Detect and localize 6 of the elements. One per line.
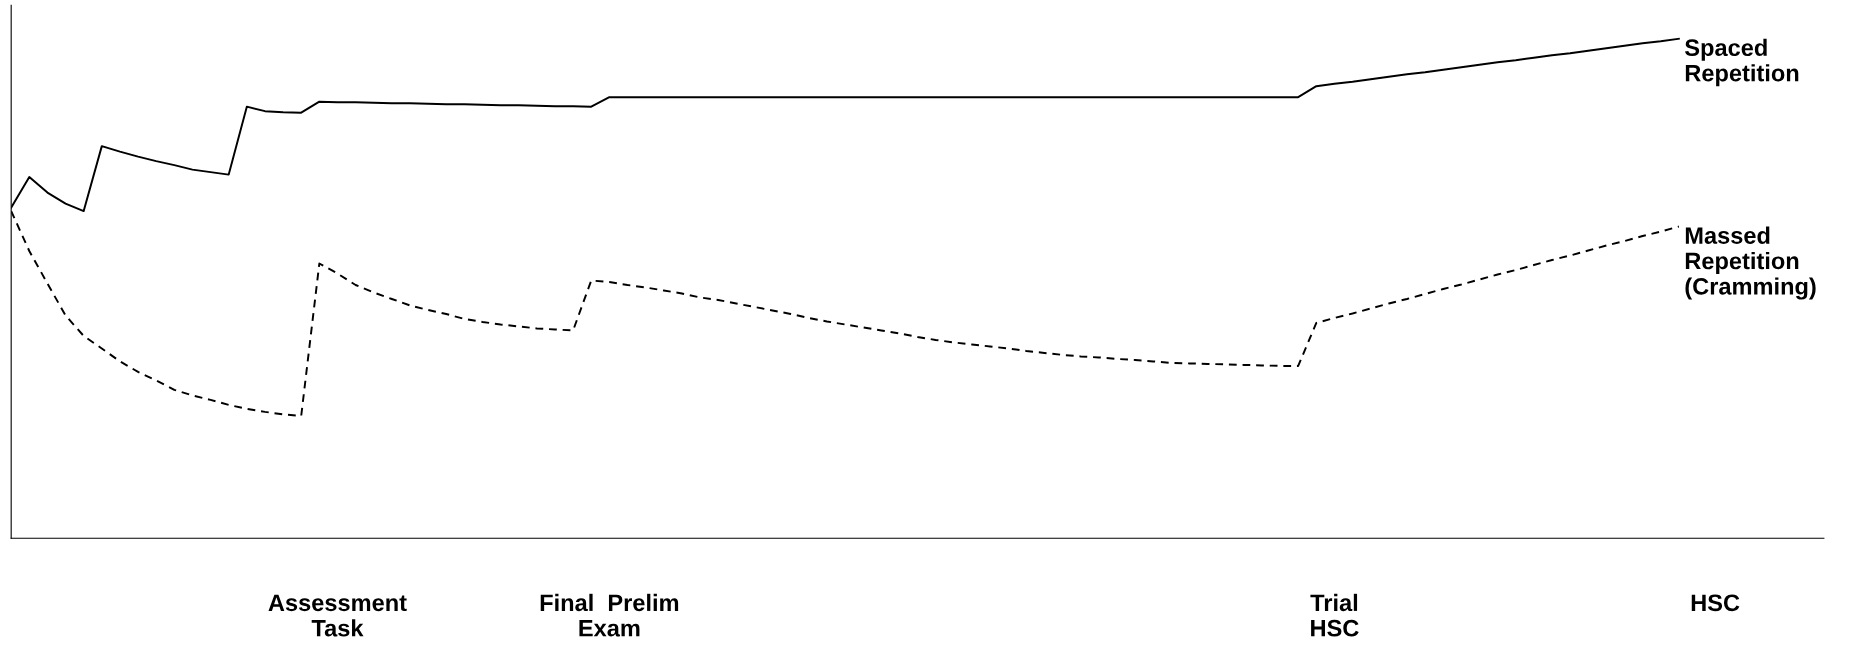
x-tick-label: Final Prelim Exam [540,593,679,637]
x-tick-label: HSC [1691,594,1740,612]
series-label: Spaced Repetition [1684,38,1799,87]
x-tick-label: Trial HSC [1310,593,1359,637]
series-label: Massed Repetition (Cramming) [1685,226,1816,300]
x-tick-label: Assessment Task [268,594,407,637]
